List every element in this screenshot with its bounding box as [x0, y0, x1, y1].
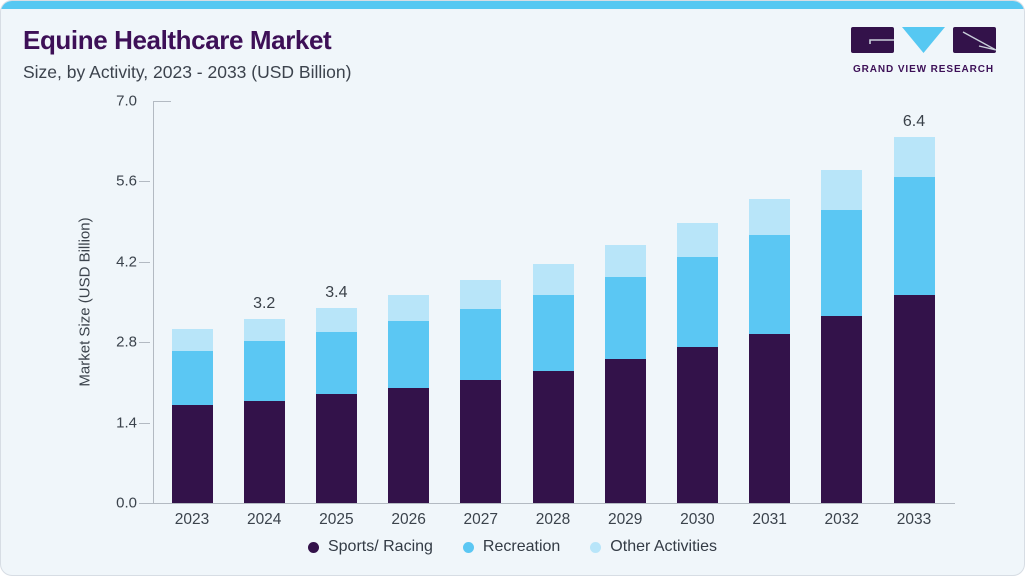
bar-segment-other-activities: [749, 198, 791, 235]
bar-segment-recreation: [315, 331, 357, 394]
bar-2031: [749, 198, 791, 503]
bar-2028: [532, 264, 574, 503]
brand-logo-text: GRAND VIEW RESEARCH: [853, 64, 994, 75]
y-axis-tick-label: 4.2: [116, 253, 137, 271]
legend-swatch-sports-racing: [307, 541, 319, 553]
bar-segment-sports-racing: [171, 405, 213, 503]
y-axis-tick-label: 5.6: [116, 172, 137, 190]
legend-swatch-recreation: [462, 541, 474, 553]
bar-segment-other-activities: [460, 280, 502, 309]
x-axis-tick-label: 2026: [391, 511, 426, 528]
y-axis-tick-label: 0.0: [116, 494, 137, 512]
bar-segment-recreation: [604, 277, 646, 360]
bar-segment-recreation: [388, 321, 430, 388]
bar-segment-recreation: [532, 295, 574, 371]
bar-segment-recreation: [821, 209, 863, 316]
bar-segment-recreation: [749, 234, 791, 334]
top-accent-bar: [1, 1, 1024, 9]
y-axis-tick-label: 7.0: [116, 92, 137, 110]
bar-2026: [388, 295, 430, 503]
chart-header: Equine Healthcare Market Size, by Activi…: [23, 25, 351, 83]
legend-label-recreation: Recreation: [482, 538, 561, 555]
x-axis-tick-label: 2031: [752, 511, 787, 528]
x-axis-tick-label: 2024: [246, 511, 282, 528]
bar-segment-sports-racing: [460, 380, 502, 503]
y-axis-line: [153, 101, 154, 503]
bar-segment-other-activities: [532, 264, 574, 296]
x-axis-tick-label: 2032: [824, 511, 860, 528]
y-axis-tick-label: 2.8: [116, 333, 137, 351]
bar-segment-recreation: [676, 256, 718, 348]
y-axis-tick-label: 1.4: [116, 414, 137, 432]
page-subtitle: Size, by Activity, 2023 - 2033 (USD Bill…: [23, 62, 352, 82]
x-axis-tick-label: 2033: [896, 511, 932, 528]
bar-segment-other-activities: [893, 137, 935, 178]
brand-logo: GRAND VIEW RESEARCH: [851, 27, 997, 75]
legend-item-other-activities: Other Activities: [590, 538, 717, 556]
legend-label-sports-racing: Sports/ Racing: [327, 538, 433, 555]
bar-segment-sports-racing: [315, 393, 357, 503]
bar-segment-other-activities: [604, 245, 646, 278]
y-axis-title: Market Size (USD Billion): [76, 217, 94, 387]
bar-2030: [676, 223, 718, 503]
bar-2027: [460, 280, 502, 503]
chart-legend: Sports/ Racing Recreation Other Activities: [1, 538, 1024, 556]
bar-segment-other-activities: [171, 329, 213, 351]
bar-segment-sports-racing: [388, 387, 430, 503]
legend-item-sports-racing: Sports/ Racing: [307, 538, 433, 556]
bar-segment-sports-racing: [821, 315, 863, 503]
bar-2024: [243, 319, 285, 503]
y-axis-top-cap: [153, 101, 171, 102]
bar-total-label: 3.4: [325, 283, 348, 301]
bar-segment-other-activities: [388, 295, 430, 322]
legend-swatch-other-activities: [590, 541, 602, 553]
legend-label-other-activities: Other Activities: [610, 538, 717, 555]
bar-2025: [315, 307, 357, 503]
y-axis-tick: [139, 422, 150, 424]
bar-2029: [604, 245, 646, 503]
x-axis-tick-label: 2023: [174, 511, 210, 528]
brand-logo-icon: [851, 27, 997, 53]
bar-segment-recreation: [243, 341, 285, 402]
x-axis-tick-label: 2028: [535, 511, 571, 528]
y-axis-tick: [139, 261, 150, 263]
bar-segment-sports-racing: [532, 370, 574, 503]
bar-segment-other-activities: [676, 223, 718, 257]
bar-2033: [893, 137, 935, 503]
bar-segment-sports-racing: [749, 333, 791, 503]
x-axis-tick-label: 2027: [463, 511, 499, 528]
bar-segment-other-activities: [243, 319, 285, 342]
bar-total-label: 3.2: [253, 295, 276, 313]
bar-total-label: 6.4: [902, 113, 926, 131]
bar-segment-recreation: [893, 177, 935, 296]
bar-segment-recreation: [171, 350, 213, 406]
x-axis-tick-label: 2025: [319, 511, 354, 528]
bar-segment-sports-racing: [893, 295, 935, 503]
bar-segment-other-activities: [315, 307, 357, 332]
bar-segment-sports-racing: [604, 359, 646, 503]
x-axis-line: [139, 503, 955, 504]
bar-segment-sports-racing: [243, 401, 285, 503]
bar-segment-other-activities: [821, 170, 863, 210]
bar-segment-recreation: [460, 308, 502, 381]
bar-2032: [821, 170, 863, 503]
bar-segment-sports-racing: [676, 347, 718, 503]
y-axis-tick: [139, 181, 150, 183]
plot-area: 0.0 1.4 2.8 4.2 5.6 7.0 2023 2024 3.2 2025 3.4 2026…: [116, 93, 955, 528]
legend-item-recreation: Recreation: [462, 538, 561, 556]
bar-2023: [171, 329, 213, 503]
x-axis-tick-label: 2030: [680, 511, 715, 528]
x-axis-tick-label: 2029: [607, 511, 643, 528]
page-title: Equine Healthcare Market: [23, 25, 332, 55]
y-axis-tick: [139, 342, 150, 344]
